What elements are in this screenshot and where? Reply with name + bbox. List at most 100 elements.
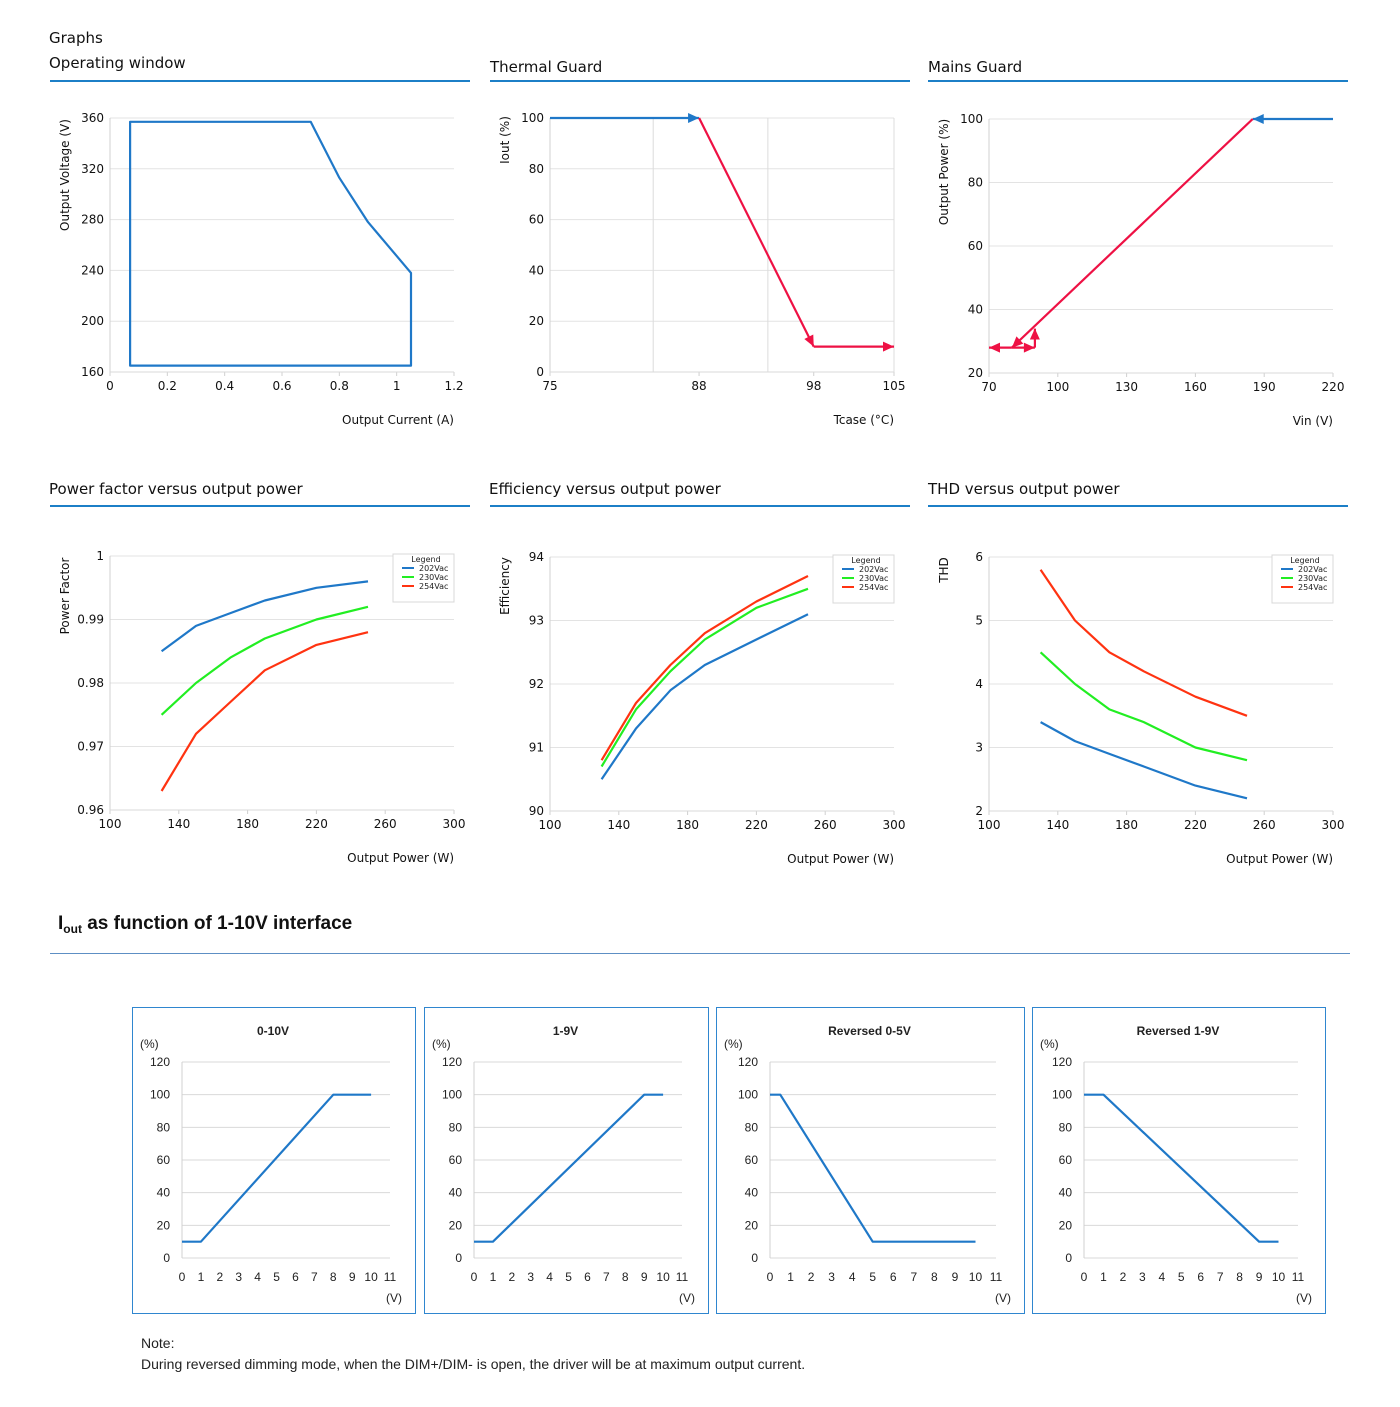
y-tick-label: 20	[968, 366, 983, 380]
series-line-derating	[698, 117, 815, 348]
section-divider	[490, 505, 910, 507]
x-tick-label: 10	[1272, 1270, 1286, 1284]
x-tick-label: 88	[691, 379, 706, 393]
x-tick-label: 11	[990, 1270, 1003, 1284]
y-tick-label: 0	[751, 1251, 758, 1265]
legend-label: 202Vac	[1298, 565, 1327, 574]
section-divider	[50, 953, 1350, 954]
x-tick-label: 4	[849, 1270, 856, 1284]
y-tick-label: 40	[157, 1186, 171, 1200]
arrow-head-icon	[883, 341, 894, 352]
y-axis-label: Output Power (%)	[937, 119, 951, 225]
note-text: During reversed dimming mode, when the D…	[141, 1356, 806, 1372]
arrow-head-icon	[1252, 114, 1264, 124]
legend-label: 230Vac	[1298, 574, 1327, 583]
x-tick-label: 1	[490, 1270, 497, 1284]
x-axis-label: Output Power (W)	[1226, 852, 1333, 866]
y-tick-label: 120	[442, 1055, 462, 1069]
x-tick-label: 300	[443, 817, 466, 831]
x-tick-label: 140	[167, 817, 190, 831]
x-tick-label: 260	[1253, 818, 1276, 832]
y-tick-label: 4	[975, 677, 983, 691]
note-label: Note:	[141, 1335, 175, 1351]
x-axis-label: Output Power (W)	[787, 852, 894, 866]
x-tick-label: 300	[883, 818, 906, 832]
x-tick-label: 190	[1253, 380, 1276, 394]
y-tick-label: 20	[745, 1218, 759, 1232]
y-tick-label: 20	[157, 1218, 171, 1232]
chart-efficiency: 90 91 92 93 94 100 140 180 220 260 300 Efficiency Ou…	[498, 550, 905, 866]
y-tick-label: 60	[157, 1153, 171, 1167]
chart-thd: 2 3 4 5 6 100 140 180 220 260 300 THD Output Power (…	[937, 550, 1344, 866]
y-tick-label: 80	[968, 176, 983, 190]
x-tick-label: 8	[1236, 1270, 1243, 1284]
x-axis-label: Vin (V)	[1293, 414, 1333, 428]
dim-chart-title: Reversed 1-9V	[1137, 1024, 1220, 1038]
x-axis-unit-label: (V)	[1296, 1291, 1312, 1305]
chart-title-thermal-guard: Thermal Guard	[490, 58, 603, 76]
x-axis-label: Tcase (°C)	[833, 413, 894, 427]
x-tick-label: 11	[1292, 1270, 1305, 1284]
y-tick-label: 280	[81, 213, 104, 227]
chart-mains-guard: 20 40 60 80 100 70 100 130 160 190 220 Output Power…	[937, 112, 1344, 428]
arrow-head-icon	[804, 334, 814, 347]
series-line-202vac	[1040, 721, 1248, 800]
x-tick-label: 2	[808, 1270, 815, 1284]
x-tick-label: 220	[1322, 380, 1345, 394]
y-axis-label: Output Voltage (V)	[58, 119, 72, 231]
y-tick-label: 40	[968, 303, 983, 317]
y-tick-label: 240	[81, 263, 104, 277]
dim-chart-title: Reversed 0-5V	[828, 1024, 911, 1038]
x-tick-label: 5	[1178, 1270, 1185, 1284]
x-tick-label: 5	[565, 1270, 572, 1284]
legend-label: 230Vac	[859, 574, 888, 583]
x-tick-label: 140	[1046, 818, 1069, 832]
x-tick-label: 0	[1081, 1270, 1088, 1284]
y-axis-unit-label: (%)	[724, 1037, 743, 1051]
x-tick-label: 100	[1046, 380, 1069, 394]
x-tick-label: 6	[1197, 1270, 1204, 1284]
legend-label: 254Vac	[1298, 583, 1327, 592]
x-tick-label: 9	[349, 1270, 356, 1284]
x-tick-label: 7	[1217, 1270, 1224, 1284]
iout-title-rest: as function of 1-10V interface	[81, 913, 353, 934]
y-tick-label: 80	[1059, 1120, 1073, 1134]
y-tick-label: 0	[163, 1251, 170, 1265]
y-axis-label: Efficiency	[498, 557, 512, 615]
y-tick-label: 40	[1059, 1186, 1073, 1200]
y-tick-label: 40	[449, 1186, 463, 1200]
section-divider	[490, 80, 910, 82]
legend-box	[832, 554, 895, 604]
y-tick-label: 0.96	[77, 803, 104, 817]
x-tick-label: 98	[806, 379, 821, 393]
y-tick-label: 60	[1059, 1153, 1073, 1167]
dim-chart-title: 1-9V	[553, 1024, 578, 1038]
x-tick-label: 6	[890, 1270, 897, 1284]
legend-box	[1271, 554, 1334, 604]
legend-label: 254Vac	[419, 582, 448, 591]
y-tick-label: 60	[529, 213, 544, 227]
y-tick-label: 360	[81, 111, 104, 125]
y-tick-label: 90	[529, 804, 544, 818]
y-tick-label: 20	[449, 1218, 463, 1232]
chart-title-mains-guard: Mains Guard	[928, 58, 1023, 76]
x-tick-label: 9	[641, 1270, 648, 1284]
x-tick-label: 100	[978, 818, 1001, 832]
y-tick-label: 120	[738, 1055, 758, 1069]
y-tick-label: 0	[1065, 1251, 1072, 1265]
y-axis-unit-label: (%)	[1040, 1037, 1059, 1051]
chart-title-power-factor: Power factor versus output power	[49, 480, 303, 498]
legend-label: 202Vac	[419, 564, 448, 573]
section-divider	[928, 505, 1348, 507]
section-divider	[928, 80, 1348, 82]
legend-label: 230Vac	[419, 573, 448, 582]
x-axis-label: Output Power (W)	[347, 851, 454, 865]
y-tick-label: 80	[449, 1120, 463, 1134]
y-tick-label: 100	[150, 1088, 170, 1102]
x-tick-label: 220	[305, 817, 328, 831]
